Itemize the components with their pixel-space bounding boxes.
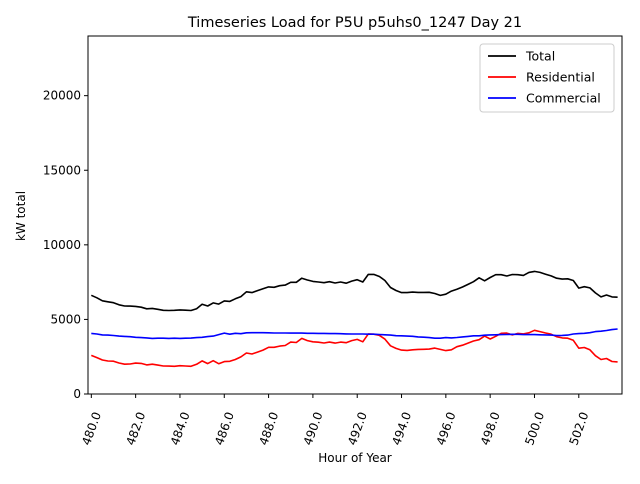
y-axis-label: kW total (14, 191, 28, 241)
series-line-total (90, 270, 618, 312)
x-axis-label: Hour of Year (318, 451, 392, 465)
legend-label-commercial: Commercial (526, 91, 601, 106)
y-tick-label: 5000 (50, 312, 81, 326)
axes-frame (87, 35, 623, 395)
legend-label-total: Total (525, 49, 555, 64)
y-tick-label: 10000 (43, 238, 81, 252)
series-line-residential (91, 329, 618, 368)
series-line-commercial (91, 328, 618, 340)
y-tick-label: 20000 (43, 89, 81, 103)
y-tick-label: 0 (73, 387, 81, 401)
legend: Total Residential Commercial (479, 43, 615, 113)
chart-title: Timeseries Load for P5U p5uhs0_1247 Day … (187, 15, 522, 31)
legend-label-residential: Residential (526, 70, 595, 85)
y-tick-label: 15000 (43, 163, 81, 177)
legend-box (479, 43, 615, 113)
